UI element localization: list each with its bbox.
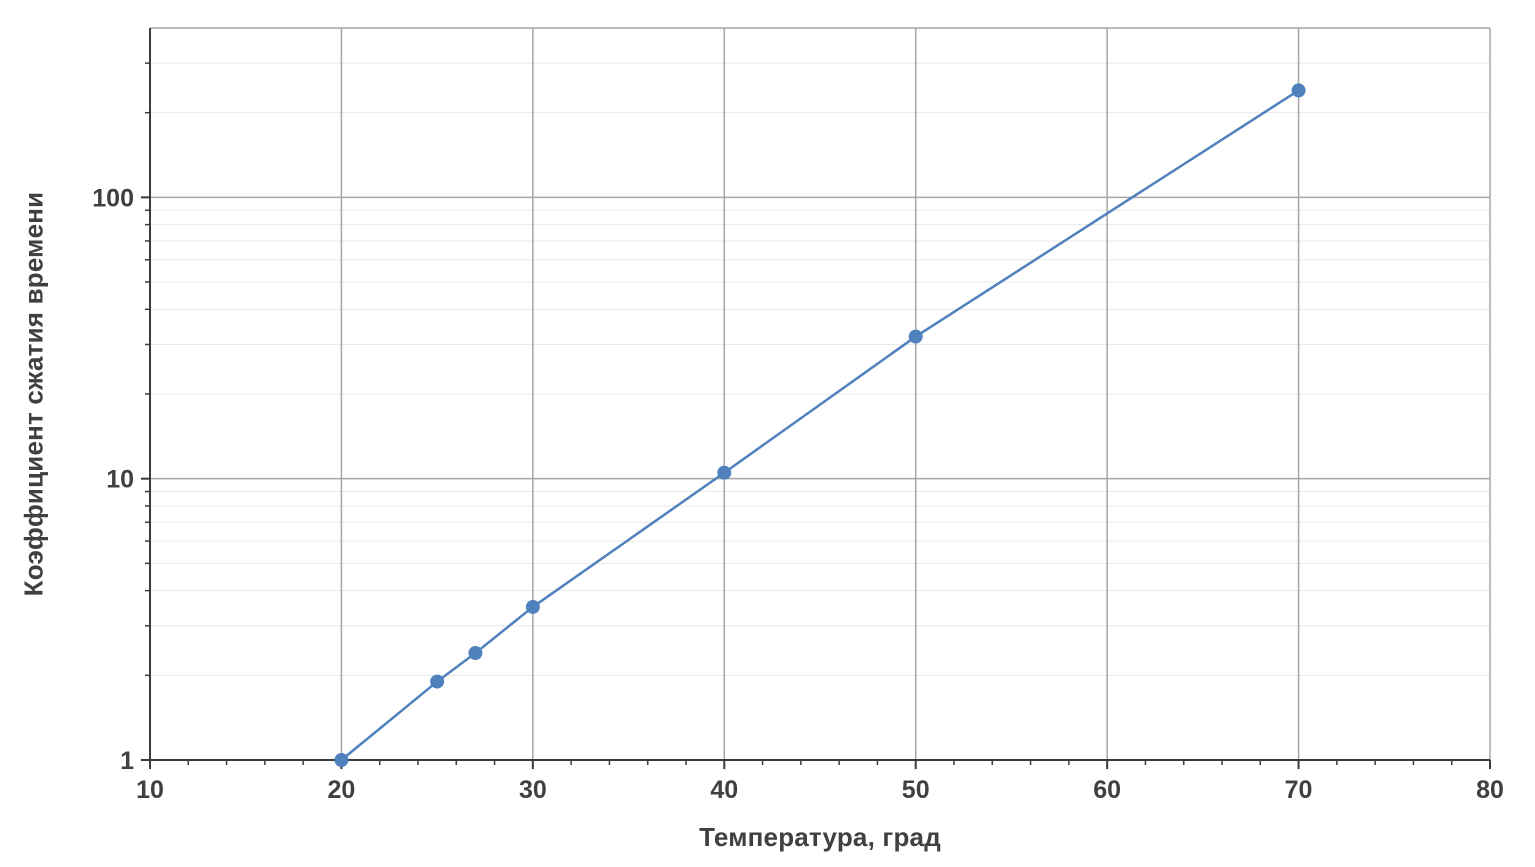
data-series <box>334 83 1306 767</box>
x-tick-label: 50 <box>902 776 930 804</box>
plot-border <box>150 27 1491 760</box>
x-axis-title: Температура, град <box>699 822 941 852</box>
minor-gridlines <box>150 62 1490 676</box>
x-tick-label: 20 <box>328 776 356 804</box>
x-tick-label: 10 <box>136 776 164 804</box>
major-gridlines <box>150 28 1490 760</box>
x-tick-label: 70 <box>1285 776 1313 804</box>
series-line <box>340 89 1300 761</box>
data-point-marker <box>334 753 349 767</box>
tick-marks <box>141 62 1491 769</box>
y-tick-labels: 1 10 100 <box>92 184 134 775</box>
x-tick-labels: 10 20 30 40 50 60 70 80 <box>136 776 1504 804</box>
x-tick-label: 30 <box>519 776 547 804</box>
y-tick-label: 10 <box>106 466 134 494</box>
data-point-marker <box>908 329 923 344</box>
data-point-marker <box>430 674 445 689</box>
x-tick-label: 80 <box>1476 776 1504 804</box>
data-point-marker <box>1291 83 1306 98</box>
data-point-marker <box>468 646 483 661</box>
y-tick-label: 100 <box>92 184 134 212</box>
y-tick-label: 1 <box>120 747 134 775</box>
x-tick-label: 60 <box>1093 776 1121 804</box>
y-axis-title: Коэффициент сжатия времени <box>18 191 49 597</box>
data-point-marker <box>717 465 732 480</box>
x-tick-label: 40 <box>710 776 738 804</box>
data-point-marker <box>525 599 540 614</box>
